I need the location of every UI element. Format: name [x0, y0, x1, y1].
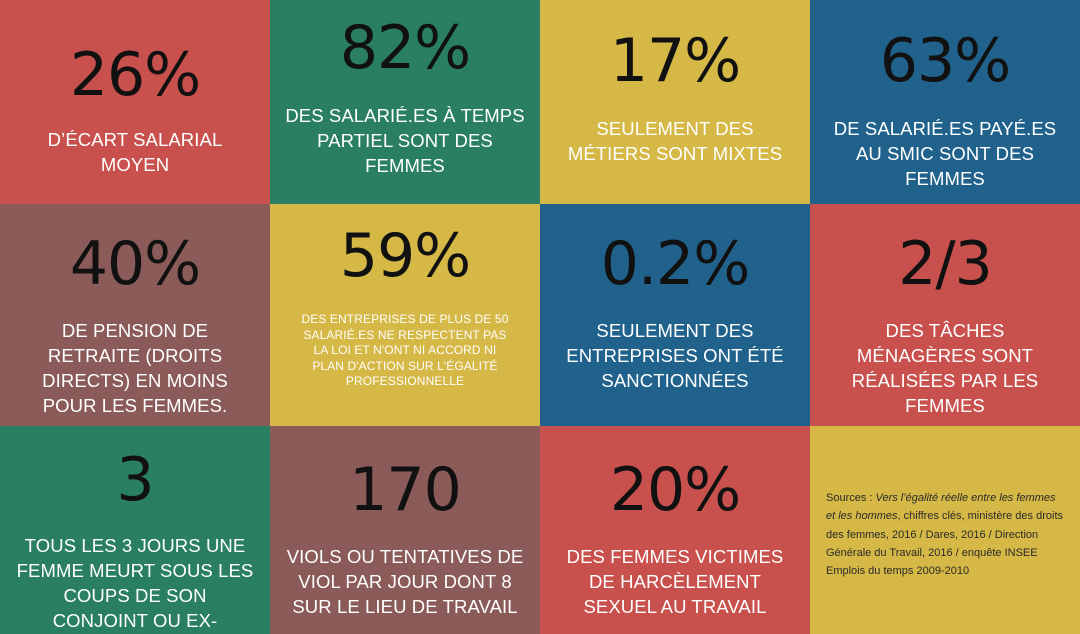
tile-caption: DES TÂCHES MÉNAGÈRES SONT RÉALISÉES PAR …: [851, 320, 1039, 416]
tile-caption: DE PENSION DE RETRAITE (DROITS DIRECTS) …: [42, 320, 228, 416]
tile-rapes: 170 VIOLS OU TENTATIVES DE VIOL PAR JOUR…: [270, 426, 540, 634]
sources-text: Sources : Vers l’égalité réelle entre le…: [826, 489, 1066, 580]
tile-smic: 63% DE SALARIÉ.ES PAYÉ.ES AU SMIC SONT D…: [810, 0, 1080, 204]
sources-title: Vers l’égalité réelle entre les femmes e…: [826, 492, 1056, 523]
tile-caption: DES SALARIÉ.ES À TEMPS PARTIEL SONT DES …: [285, 105, 525, 176]
tile-value: 26%: [69, 40, 201, 110]
tile-value: 0.2%: [600, 229, 750, 299]
tile-value: 82%: [339, 13, 471, 83]
tile-value: 59%: [339, 221, 471, 291]
tile-value: 2/3: [898, 229, 993, 299]
tile-mixed-jobs: 17% SEULEMENT DES MÉTIERS SONT MIXTES: [540, 0, 810, 204]
tile-sanctions: 0.2% SEULEMENT DES ENTREPRISES ONT ÉTÉ S…: [540, 204, 810, 426]
tile-value: 40%: [69, 229, 201, 299]
tile-caption: TOUS LES 3 JOURS UNE FEMME MEURT SOUS LE…: [16, 535, 254, 631]
tile-caption: SEULEMENT DES ENTREPRISES ONT ÉTÉ SANCTI…: [566, 320, 784, 391]
tile-value: 20%: [609, 455, 741, 525]
tile-pension: 40% DE PENSION DE RETRAITE (DROITS DIREC…: [0, 204, 270, 426]
tile-sources: Sources : Vers l’égalité réelle entre le…: [810, 426, 1080, 634]
sources-rest: , chiffres clés, ministère des droits de…: [826, 510, 1063, 578]
tile-pay-gap: 26% D’ÉCART SALARIAL MOYEN: [0, 0, 270, 204]
tile-household-tasks: 2/3 DES TÂCHES MÉNAGÈRES SONT RÉALISÉES …: [810, 204, 1080, 426]
tile-value: 63%: [879, 26, 1011, 96]
tile-caption: VIOLS OU TENTATIVES DE VIOL PAR JOUR DON…: [286, 546, 524, 617]
tile-femicide: 3 TOUS LES 3 JOURS UNE FEMME MEURT SOUS …: [0, 426, 270, 634]
tile-caption: DES ENTREPRISES DE PLUS DE 50 SALARIÉ.ES…: [301, 312, 509, 388]
tile-caption: DES FEMMES VICTIMES DE HARCÈLEMENT SEXUE…: [566, 546, 784, 617]
tile-caption: D’ÉCART SALARIAL MOYEN: [47, 129, 223, 175]
tile-value: 17%: [609, 26, 741, 96]
tile-harassment: 20% DES FEMMES VICTIMES DE HARCÈLEMENT S…: [540, 426, 810, 634]
tile-caption: SEULEMENT DES MÉTIERS SONT MIXTES: [567, 118, 783, 164]
tile-part-time: 82% DES SALARIÉ.ES À TEMPS PARTIEL SONT …: [270, 0, 540, 204]
tile-value: 3: [116, 445, 154, 515]
sources-prefix: Sources :: [826, 492, 876, 504]
tile-caption: DE SALARIÉ.ES PAYÉ.ES AU SMIC SONT DES F…: [833, 118, 1057, 189]
tile-value: 170: [349, 455, 462, 525]
tile-companies-law: 59% DES ENTREPRISES DE PLUS DE 50 SALARI…: [270, 204, 540, 426]
